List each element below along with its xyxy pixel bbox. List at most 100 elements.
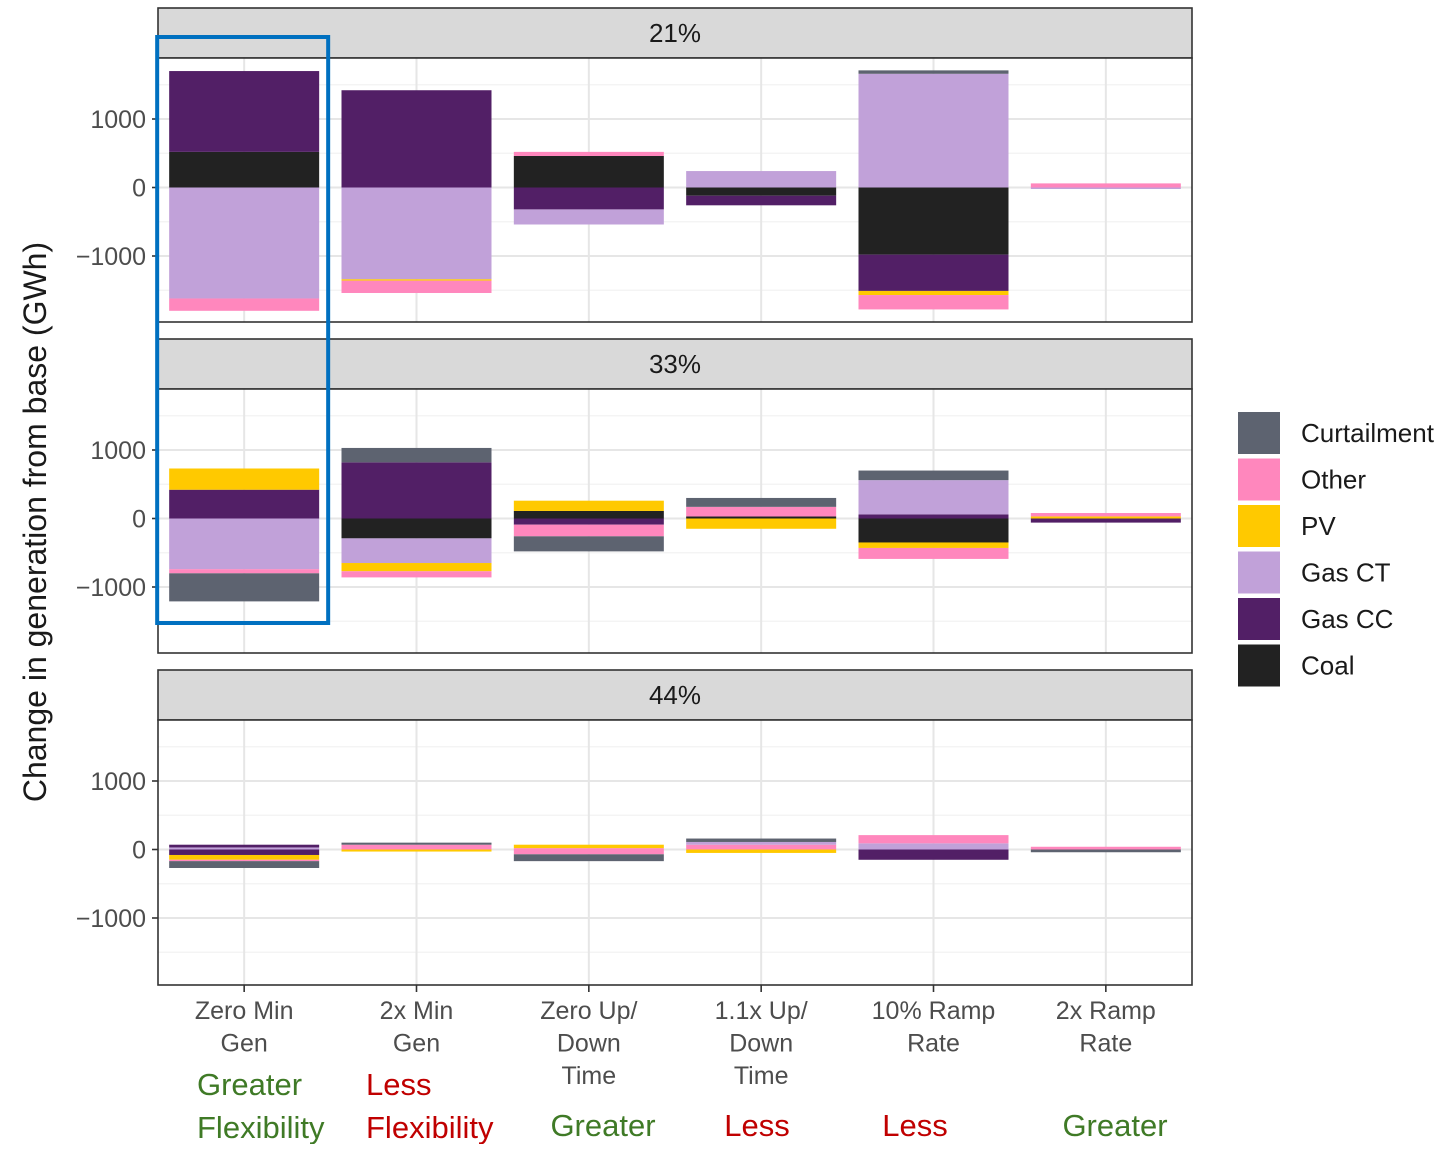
bar-segment-gas-cc xyxy=(513,518,664,525)
bar-segment-gas-cc xyxy=(686,195,837,206)
bar-segment-gas-cc xyxy=(858,849,1009,860)
bar-segment-pv xyxy=(686,849,837,853)
highlight-box xyxy=(155,35,331,625)
bar-segment-pv xyxy=(169,468,320,490)
flexibility-annotation: Greater xyxy=(1062,1108,1167,1143)
bar-segment-other xyxy=(858,547,1009,559)
bar-segment-curtailment xyxy=(169,573,320,602)
panel-border xyxy=(157,719,1193,986)
bar-segment-curtailment xyxy=(858,70,1009,74)
panel-background xyxy=(158,58,1192,322)
bar-segment-pv xyxy=(513,500,664,511)
x-tick-label: 1.1x Up/ xyxy=(715,997,808,1025)
y-tick-label: 0 xyxy=(132,837,146,865)
facet-strip xyxy=(157,669,1193,721)
legend-label: Coal xyxy=(1301,651,1354,681)
bar-segment-curtailment xyxy=(169,861,320,868)
bar-segment-other xyxy=(686,506,837,517)
bar-segment-pv xyxy=(513,844,664,849)
x-tick-label: Zero Min xyxy=(195,997,294,1025)
y-tick-label: 1000 xyxy=(90,437,146,465)
bar-segment-curtailment xyxy=(341,842,492,845)
legend-label: Curtailment xyxy=(1301,418,1435,448)
bar-segment-other xyxy=(686,844,837,850)
bar-segment-pv xyxy=(169,854,320,860)
facet-title: 21% xyxy=(649,18,701,48)
facet-strip xyxy=(157,7,1193,59)
x-tick-label: Time xyxy=(562,1062,617,1090)
bar-segment-coal xyxy=(686,516,837,519)
bar-segment-gas-ct xyxy=(858,843,1009,850)
x-tick-label: Time xyxy=(734,1062,789,1090)
bar-segment-coal xyxy=(169,151,320,188)
bar-segment-gas-ct xyxy=(341,538,492,564)
x-tick-label: Zero Up/ xyxy=(540,997,637,1025)
flexibility-annotation: Flexibility xyxy=(197,1110,325,1144)
x-tick-label: Rate xyxy=(907,1030,960,1058)
bar-segment-pv xyxy=(341,279,492,281)
bar-segment-coal xyxy=(686,187,837,196)
x-tick-label: Down xyxy=(557,1030,621,1058)
bar-segment-coal xyxy=(858,187,1009,255)
bar-segment-curtailment xyxy=(686,838,837,842)
bar-segment-gas-ct xyxy=(169,187,320,299)
y-tick-label: 1000 xyxy=(90,768,146,796)
bar-segment-other xyxy=(1030,846,1181,850)
legend-label: Gas CC xyxy=(1301,604,1393,634)
x-tick-label: Down xyxy=(729,1030,793,1058)
bar-segment-pv xyxy=(341,849,492,852)
bar-segment-gas-cc xyxy=(169,71,320,152)
panel-2: 44% −1000 0 1000 xyxy=(76,669,1193,986)
bar-segment-gas-cc xyxy=(341,90,492,188)
bar-segment-gas-ct xyxy=(858,73,1009,188)
x-tick-label: 2x Min xyxy=(380,997,454,1025)
flexibility-annotation: Greater xyxy=(197,1067,302,1102)
bar-segment-other xyxy=(513,849,664,855)
flexibility-annotation: Flexibility xyxy=(366,1110,494,1144)
legend-key xyxy=(1238,458,1280,501)
bar-segment-pv xyxy=(686,518,837,529)
bar-segment-other xyxy=(513,848,664,850)
legend-label: Gas CT xyxy=(1301,558,1391,588)
x-tick-label: 2x Ramp xyxy=(1056,997,1156,1025)
bar-segment-other xyxy=(169,569,320,574)
bar-segment-other xyxy=(341,571,492,578)
bar-segment-curtailment xyxy=(513,854,664,862)
y-tick-label: 0 xyxy=(132,506,146,534)
bar-segment-curtailment xyxy=(513,536,664,552)
flexibility-annotation: Less xyxy=(882,1108,947,1143)
bar-segment-pv xyxy=(1030,516,1181,519)
legend-key xyxy=(1238,551,1280,594)
bar-segment-coal xyxy=(341,518,492,539)
flexibility-annotation: Less xyxy=(366,1067,431,1102)
bar-segment-other xyxy=(169,298,320,311)
bar-segment-other xyxy=(513,151,664,156)
bar-segment-gas-ct xyxy=(169,518,320,570)
panel-0: 21% −1000 0 1000 xyxy=(76,7,1193,323)
bar-segment-other xyxy=(341,280,492,293)
bar-segment-gas-cc xyxy=(169,489,320,519)
y-axis-title: Change in generation from base (GWh) xyxy=(17,242,53,802)
bar-segment-gas-cc xyxy=(1030,518,1181,523)
bar-segment-gas-ct xyxy=(513,209,664,225)
bar-segment-other xyxy=(169,859,320,862)
bar-segment-gas-ct xyxy=(169,847,320,850)
bar-segment-gas-ct xyxy=(686,841,837,845)
facet-title: 44% xyxy=(649,680,701,710)
bar-segment-curtailment xyxy=(1030,849,1181,853)
bar-segment-curtailment xyxy=(858,470,1009,481)
y-tick-label: 1000 xyxy=(90,106,146,134)
panel-background xyxy=(158,720,1192,985)
bar-segment-other xyxy=(1030,513,1181,517)
legend-label: PV xyxy=(1301,511,1336,541)
bar-segment-coal xyxy=(513,510,664,519)
facet-title: 33% xyxy=(649,349,701,379)
bar-segment-pv xyxy=(341,563,492,572)
x-tick-label: Rate xyxy=(1079,1030,1132,1058)
flexibility-annotation: Greater xyxy=(550,1108,655,1143)
bar-segment-curtailment xyxy=(686,497,837,507)
legend-key xyxy=(1238,505,1280,547)
bar-segment-gas-ct xyxy=(858,480,1009,515)
